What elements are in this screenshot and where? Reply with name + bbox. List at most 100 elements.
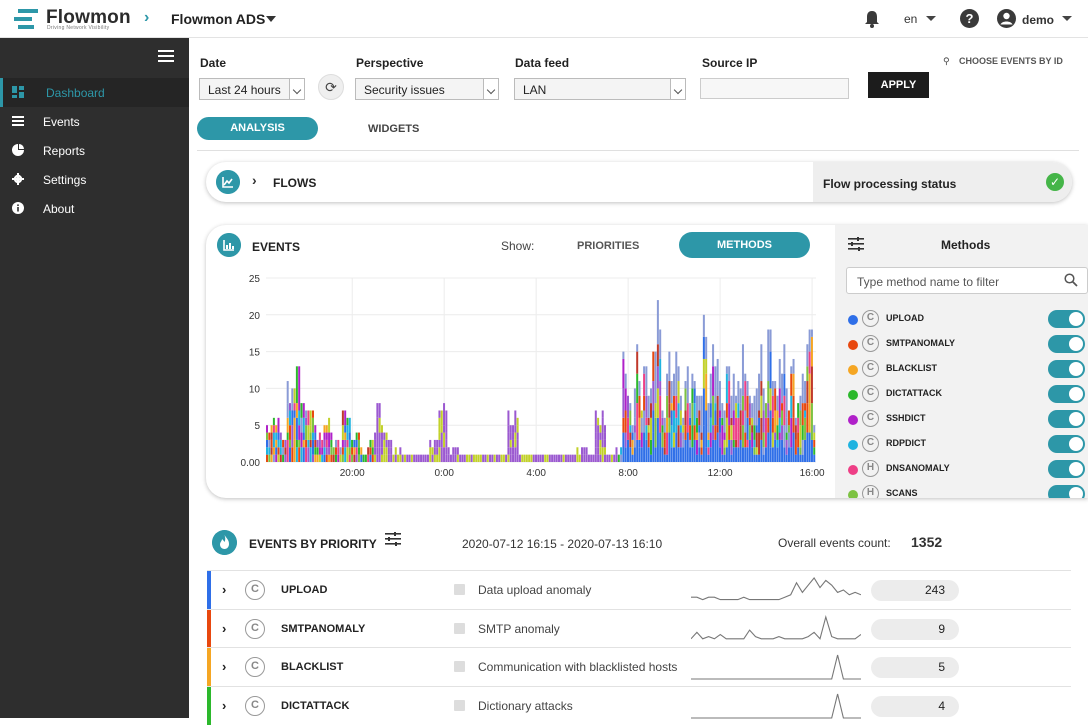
chart-bar-segment bbox=[344, 432, 347, 440]
chart-bar-segment bbox=[440, 447, 443, 462]
chart-bar-segment bbox=[374, 454, 377, 462]
apply-button[interactable]: APPLY bbox=[868, 72, 929, 98]
chart-bar-segment bbox=[810, 439, 813, 462]
chart-bar-segment bbox=[390, 439, 393, 448]
tab-widgets[interactable]: WIDGETS bbox=[368, 123, 420, 135]
chart-bar-segment bbox=[369, 439, 372, 448]
priorities-toggle[interactable]: PRIORITIES bbox=[577, 240, 640, 252]
method-toggle[interactable] bbox=[1048, 435, 1085, 453]
caret-down-icon[interactable] bbox=[1062, 16, 1072, 21]
expand-chevron-icon[interactable]: › bbox=[222, 659, 227, 674]
methods-panel: Methods Type method name to filter C UPLO… bbox=[835, 225, 1088, 498]
chart-bar-segment bbox=[693, 381, 696, 389]
overall-count: 1352 bbox=[911, 534, 943, 550]
chart-bar-segment bbox=[298, 447, 301, 462]
filter-settings-icon[interactable] bbox=[848, 237, 864, 251]
chart-bar-segment bbox=[514, 425, 517, 433]
chart-bar-segment bbox=[314, 425, 317, 433]
events-chart[interactable]: 0.00 5 10 15 20 25 20:00 0:00 4:00 8:00 12:00 16:00 bbox=[226, 265, 826, 495]
chart-bar-segment bbox=[739, 403, 742, 411]
perspective-select[interactable]: Security issues bbox=[355, 78, 499, 100]
language-selector[interactable]: en bbox=[904, 12, 918, 26]
sourceip-input[interactable] bbox=[700, 78, 849, 99]
priority-row[interactable]: › C UPLOAD Data upload anomaly 243 bbox=[207, 570, 1071, 609]
bell-icon[interactable] bbox=[864, 10, 880, 28]
chart-bar-segment bbox=[309, 432, 312, 440]
sidebar-item-dashboard[interactable]: Dashboard bbox=[0, 78, 189, 107]
caret-down-icon[interactable] bbox=[926, 16, 936, 21]
chart-icon[interactable] bbox=[454, 622, 465, 634]
help-icon[interactable]: ? bbox=[960, 9, 979, 28]
chart-bar-segment bbox=[298, 366, 301, 411]
chart-icon[interactable] bbox=[454, 699, 465, 711]
chart-bar-segment bbox=[305, 447, 308, 462]
refresh-icon[interactable]: ⟳ bbox=[318, 74, 344, 100]
chart-bar-segment bbox=[295, 417, 298, 440]
app-switcher[interactable]: Flowmon ADS bbox=[171, 11, 266, 27]
chart-bar-segment bbox=[334, 439, 337, 448]
chart-bar-segment bbox=[357, 439, 360, 448]
chart-bar-segment bbox=[813, 432, 816, 440]
sidebar-item-settings[interactable]: Settings bbox=[0, 165, 189, 194]
chart-bar-segment bbox=[507, 447, 510, 455]
sidebar-item-about[interactable]: About bbox=[0, 194, 189, 223]
chart-bar-segment bbox=[785, 388, 788, 418]
menu-icon[interactable] bbox=[158, 50, 174, 62]
chart-bar-segment bbox=[348, 439, 351, 448]
chart-icon[interactable] bbox=[454, 661, 465, 672]
priority-row[interactable]: › C BLACKLIST Communication with blackliste… bbox=[207, 647, 1071, 686]
user-name[interactable]: demo bbox=[1022, 13, 1055, 27]
priority-row[interactable]: › C DICTATTACK Dictionary attacks 4 bbox=[207, 685, 1071, 725]
sidebar-item-reports[interactable]: Reports bbox=[0, 136, 189, 165]
chart-bar-segment bbox=[797, 447, 800, 462]
chart-bar-segment bbox=[594, 454, 597, 462]
chart-bar-segment bbox=[325, 454, 328, 462]
method-toggle[interactable] bbox=[1048, 360, 1085, 378]
chart-bar-segment bbox=[311, 439, 314, 455]
chart-bar-segment bbox=[677, 366, 680, 382]
caret-down-icon[interactable] bbox=[266, 16, 276, 22]
chart-bar-segment bbox=[762, 410, 765, 433]
methods-toggle[interactable]: METHODS bbox=[679, 232, 810, 258]
chart-bar-segment bbox=[581, 447, 584, 455]
methods-title: Methods bbox=[941, 238, 991, 252]
flowmon-logo[interactable]: Flowmon Driving Network Visibility bbox=[14, 7, 134, 33]
chart-bar-segment bbox=[332, 454, 335, 462]
date-select[interactable]: Last 24 hours bbox=[199, 78, 305, 100]
chart-bar-segment bbox=[751, 447, 754, 462]
chart-bar-segment bbox=[746, 395, 749, 418]
expand-chevron-icon[interactable]: › bbox=[222, 697, 227, 713]
choose-events-link[interactable]: ⚲ CHOOSE EVENTS BY ID bbox=[943, 56, 1063, 67]
sidebar-item-events[interactable]: Events bbox=[0, 107, 189, 136]
method-filter-input[interactable]: Type method name to filter bbox=[846, 267, 1088, 294]
user-avatar-icon[interactable] bbox=[997, 9, 1016, 28]
filter-settings-icon[interactable] bbox=[385, 532, 401, 546]
datafeed-select[interactable]: LAN bbox=[514, 78, 686, 100]
expand-chevron-icon[interactable]: › bbox=[252, 172, 257, 188]
chart-icon[interactable] bbox=[454, 584, 465, 595]
chart-bar-segment bbox=[272, 432, 275, 448]
priority-row[interactable]: › C SMTPANOMALY SMTP anomaly 9 bbox=[207, 608, 1071, 648]
method-toggle[interactable] bbox=[1048, 310, 1085, 328]
expand-chevron-icon[interactable]: › bbox=[222, 582, 227, 597]
chart-bar-segment bbox=[785, 439, 788, 455]
brand-tagline: Driving Network Visibility bbox=[47, 25, 110, 31]
flows-title[interactable]: FLOWS bbox=[273, 176, 317, 190]
chart-bar-segment bbox=[633, 417, 636, 426]
chart-bar-segment bbox=[675, 395, 678, 418]
method-toggle[interactable] bbox=[1048, 485, 1085, 498]
chart-bar-segment bbox=[753, 454, 756, 462]
method-toggle[interactable] bbox=[1048, 460, 1085, 478]
chart-bar-segment bbox=[355, 432, 358, 440]
method-toggle[interactable] bbox=[1048, 335, 1085, 353]
tab-analysis[interactable]: ANALYSIS bbox=[197, 117, 318, 140]
chart-bar-segment bbox=[748, 425, 751, 440]
method-toggle[interactable] bbox=[1048, 410, 1085, 428]
method-toggle[interactable] bbox=[1048, 385, 1085, 403]
sparkline-path bbox=[691, 614, 861, 640]
chart-bar-segment bbox=[643, 395, 646, 411]
expand-chevron-icon[interactable]: › bbox=[222, 620, 227, 636]
perspective-label: Perspective bbox=[356, 56, 424, 70]
chart-bar-segment bbox=[663, 417, 666, 433]
chart-bar-segment bbox=[422, 454, 425, 462]
